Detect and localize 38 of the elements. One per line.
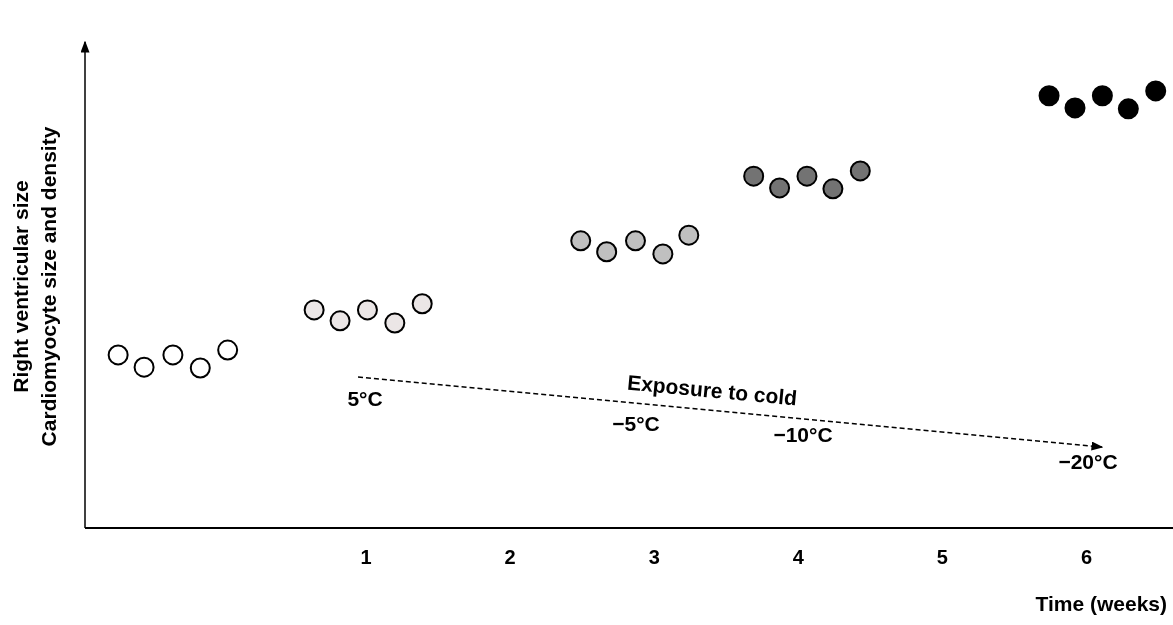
point	[329, 310, 351, 332]
point	[678, 224, 700, 246]
point	[822, 178, 844, 200]
point	[356, 299, 378, 321]
point	[769, 177, 791, 199]
point	[1091, 85, 1113, 107]
point	[1117, 98, 1139, 120]
x-axis-title: Time (weeks)	[1035, 592, 1167, 615]
point	[570, 230, 592, 252]
x-tick-label: 5	[936, 546, 948, 568]
y-axis-title: Right ventricular size Cardiomyocyte size and density	[9, 126, 60, 447]
x-tick-label: 4	[792, 546, 805, 568]
point	[189, 357, 211, 379]
annotation: Exposure to cold	[626, 370, 799, 410]
point	[162, 344, 184, 366]
annotation: −10°C	[773, 422, 833, 446]
point	[743, 165, 765, 187]
point	[1038, 85, 1060, 107]
point	[384, 312, 406, 334]
x-tick-label: 3	[648, 546, 660, 568]
point	[303, 299, 325, 321]
x-tick-label: 2	[504, 546, 516, 568]
annotation: −20°C	[1058, 449, 1118, 473]
point	[1145, 80, 1167, 102]
point	[652, 243, 674, 265]
x-tick-label: 6	[1080, 546, 1093, 568]
point	[624, 230, 646, 252]
point	[133, 356, 155, 378]
point	[1064, 97, 1086, 119]
point	[411, 293, 433, 315]
point	[796, 165, 818, 187]
annotation: −5°C	[612, 411, 660, 435]
annotation: 5°C	[347, 386, 383, 410]
point	[217, 339, 239, 361]
point	[596, 241, 618, 263]
point	[849, 160, 871, 182]
point	[107, 344, 129, 366]
x-tick-label: 1	[360, 546, 372, 568]
